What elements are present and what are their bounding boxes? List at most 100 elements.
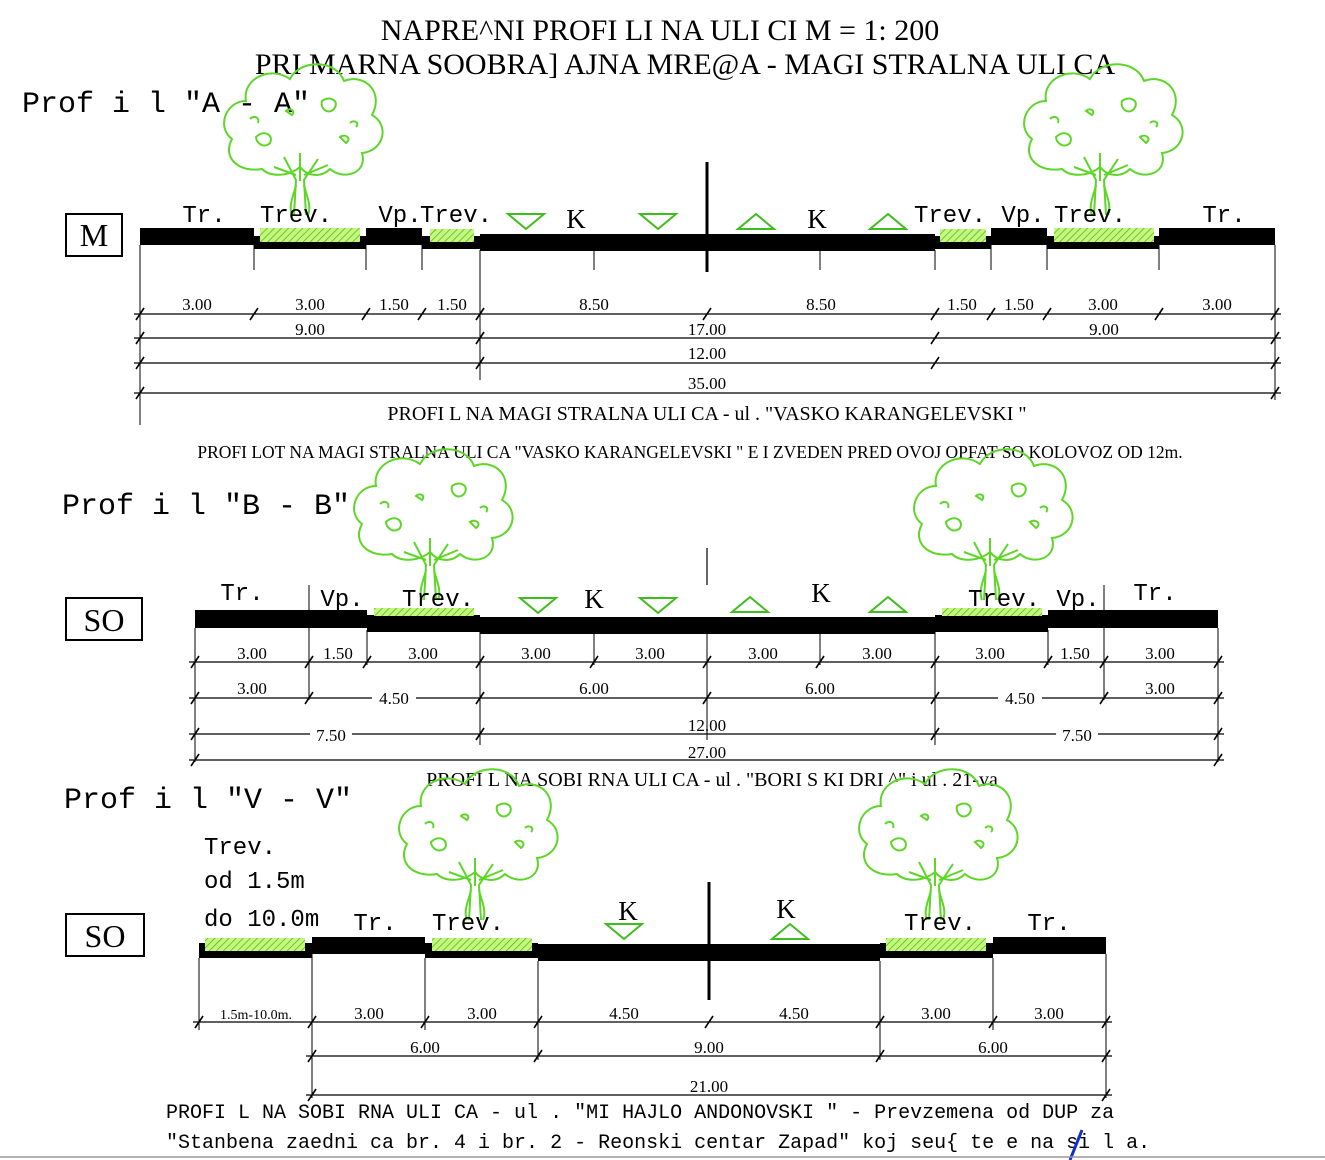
dimension-value: 1.50 bbox=[1004, 295, 1034, 314]
title-line-2: PRI MARNA SOOBRA] AJNA MRE@A - MAGI STRA… bbox=[255, 48, 1116, 81]
segment-label: Trev. bbox=[904, 911, 976, 938]
dimension-value: 3.00 bbox=[1034, 1004, 1064, 1023]
dimension-value: 12.00 bbox=[688, 716, 726, 735]
segment-label: Tr. bbox=[353, 911, 396, 938]
segment-label: Tr. bbox=[1202, 203, 1245, 230]
side-note-line: od 1.5m bbox=[204, 869, 305, 896]
lane-label: K bbox=[618, 896, 638, 926]
grass-strip bbox=[942, 608, 1042, 616]
profile-b-caption: PROFI L NA SOBI RNA ULI CA - ul . "BORI … bbox=[426, 769, 998, 791]
direction-up-icon bbox=[867, 595, 909, 613]
lane-label: K bbox=[807, 204, 827, 234]
profile-b-group: Prof i l "B - B" SO Tr. Vp. Trev. K K Tr… bbox=[62, 448, 1224, 791]
side-note-line: Trev. bbox=[204, 835, 276, 862]
road-segment bbox=[367, 615, 480, 632]
road-segment bbox=[1159, 228, 1275, 245]
tree-icon bbox=[398, 768, 559, 921]
profile-a-note: PROFI LOT NA MAGI STRALNA ULI CA "VASKO … bbox=[197, 442, 1182, 462]
profile-v-caption-line-2: "Stanbena zaedni ca br. 4 i br. 2 - Reon… bbox=[166, 1132, 1150, 1155]
dimension-value: 1.50 bbox=[947, 295, 977, 314]
dimension-value: 3.00 bbox=[748, 644, 778, 663]
dimension-value: 3.00 bbox=[1088, 295, 1118, 314]
dimension-value: 3.00 bbox=[182, 295, 212, 314]
segment-label: Trev. bbox=[914, 203, 986, 230]
segment-label: Vp. bbox=[1056, 587, 1099, 614]
segment-label: Vp. bbox=[320, 587, 363, 614]
tree-icon bbox=[223, 63, 384, 217]
profile-a-title: Prof i l "A - A" bbox=[22, 88, 310, 122]
road-segment bbox=[312, 937, 425, 954]
direction-down-icon bbox=[637, 213, 679, 231]
direction-down-icon bbox=[603, 923, 645, 941]
segment-label: Trev. bbox=[420, 203, 492, 230]
profile-a-caption: PROFI L NA MAGI STRALNA ULI CA - ul . "V… bbox=[387, 403, 1026, 425]
direction-up-icon bbox=[867, 212, 909, 230]
segment-label: Trev. bbox=[432, 911, 504, 938]
segment-label: Tr. bbox=[1027, 911, 1070, 938]
pen-annotation-mark bbox=[1068, 1129, 1084, 1160]
tree-icon bbox=[858, 768, 1019, 921]
tree-icon bbox=[353, 448, 514, 601]
dimension-value: 1.50 bbox=[437, 295, 467, 314]
profile-v-group: Prof i l "V - V" Trev. od 1.5m do 10.0m … bbox=[64, 768, 1150, 1155]
road-segment bbox=[1048, 610, 1218, 628]
dimension-value: 4.50 bbox=[1005, 689, 1035, 708]
dimension-value: 3.00 bbox=[408, 644, 438, 663]
dimension-value: 12.00 bbox=[688, 344, 726, 363]
dimension-value: 7.50 bbox=[316, 726, 346, 745]
dimension-value: 3.00 bbox=[1202, 295, 1232, 314]
dimension-value: 3.00 bbox=[635, 644, 665, 663]
lane-label: K bbox=[811, 578, 831, 608]
grass-strip bbox=[432, 938, 532, 951]
direction-up-icon bbox=[735, 212, 777, 230]
profile-b-class-box bbox=[65, 597, 143, 641]
tree-icon bbox=[913, 448, 1074, 601]
dimension-value: 35.00 bbox=[688, 374, 726, 393]
dimension-value: 3.00 bbox=[1145, 679, 1175, 698]
lane-label: K bbox=[566, 204, 586, 234]
tree-icon bbox=[1023, 63, 1184, 217]
dimension-value: 8.50 bbox=[806, 295, 836, 314]
dimension-value: 4.50 bbox=[379, 689, 409, 708]
dimension-value: 7.50 bbox=[1062, 726, 1092, 745]
profile-a-class-box bbox=[65, 213, 123, 257]
dimension-value: 6.00 bbox=[410, 1038, 440, 1057]
dimension-value: 3.00 bbox=[1145, 644, 1175, 663]
side-note-line: do 10.0m bbox=[204, 907, 319, 934]
dimension-value: 8.50 bbox=[579, 295, 609, 314]
dimension-value: 6.00 bbox=[579, 679, 609, 698]
dimension-value: 3.00 bbox=[521, 644, 551, 663]
direction-down-icon bbox=[517, 597, 559, 615]
segment-label: Tr. bbox=[220, 581, 263, 608]
dimension-value: 9.00 bbox=[1089, 320, 1119, 339]
dimension-value: 4.50 bbox=[779, 1004, 809, 1023]
segment-label: Trev. bbox=[260, 203, 332, 230]
direction-up-icon bbox=[729, 595, 771, 613]
grass-strip bbox=[430, 229, 474, 242]
profile-a-group: Prof i l "A - A" M Tr. Trev. bbox=[22, 63, 1281, 462]
dimension-value: 3.00 bbox=[975, 644, 1005, 663]
dimension-value: 3.00 bbox=[467, 1004, 497, 1023]
dimension-value: 9.00 bbox=[295, 320, 325, 339]
title-line-1: NAPRE^NI PROFI LI NA ULI CI M = 1: 200 bbox=[381, 14, 940, 47]
direction-up-icon bbox=[769, 922, 811, 940]
dimension-value: 1.50 bbox=[323, 644, 353, 663]
segment-label: Trev. bbox=[1054, 203, 1126, 230]
grass-strip bbox=[374, 608, 474, 616]
dimension-value: 1.50 bbox=[379, 295, 409, 314]
dimension-value: 3.00 bbox=[295, 295, 325, 314]
dimension-value: 1.5m-10.0m. bbox=[220, 1008, 292, 1023]
dimension-value: 3.00 bbox=[921, 1004, 951, 1023]
segment-label: Tr. bbox=[182, 203, 225, 230]
profile-v-title: Prof i l "V - V" bbox=[64, 784, 352, 818]
direction-down-icon bbox=[637, 597, 679, 615]
direction-down-icon bbox=[505, 213, 547, 231]
dimension-value: 9.00 bbox=[694, 1038, 724, 1057]
dimension-value: 27.00 bbox=[688, 743, 726, 762]
segment-label: Trev. bbox=[402, 587, 474, 614]
grass-strip bbox=[260, 228, 360, 242]
dimension-value: 3.00 bbox=[237, 679, 267, 698]
dimension-value: 6.00 bbox=[805, 679, 835, 698]
grass-strip bbox=[886, 938, 986, 951]
